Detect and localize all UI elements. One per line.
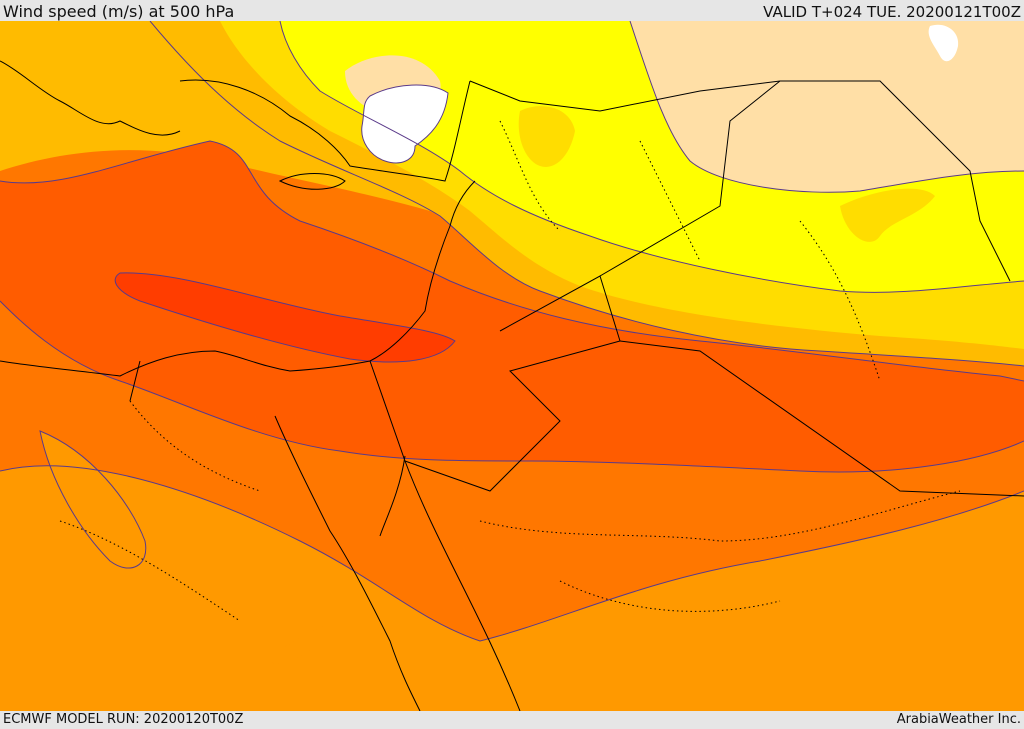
contour-band-red — [0, 141, 1024, 472]
contour-band-west — [40, 431, 146, 569]
border-egypt-libya — [129, 360, 141, 402]
contour-line — [0, 300, 1024, 473]
contour-band-gold-north — [518, 106, 575, 167]
contour-band-beige — [630, 21, 1024, 193]
contour-line — [0, 140, 1024, 382]
coastlines — [0, 60, 521, 711]
contour-line — [39, 430, 147, 569]
coastline-aegean — [0, 60, 181, 136]
contour-band-amber — [150, 21, 1024, 366]
contour-line — [361, 84, 449, 164]
coastline-levant — [369, 180, 476, 362]
admin-boundary — [639, 140, 701, 262]
coastline-cyprus — [278, 173, 346, 190]
border-egypt-sudan — [369, 360, 406, 462]
contour-line — [629, 21, 1024, 193]
admin-boundaries — [59, 120, 961, 622]
contour-line — [279, 21, 1024, 293]
coastline-sinai-east — [379, 455, 406, 537]
map-header: Wind speed (m/s) at 500 hPa VALID T+024 … — [0, 0, 1024, 21]
contour-band-gold-east — [840, 188, 935, 242]
coastline-red-sea-east — [404, 460, 521, 711]
coastline-turkey — [179, 79, 471, 182]
valid-time: VALID T+024 TUE. 20200121T00Z — [763, 3, 1021, 21]
border-turkey-south — [469, 80, 781, 112]
borders — [129, 80, 1024, 497]
admin-boundary — [59, 520, 241, 622]
contour-band-white-ne — [928, 24, 959, 62]
contour-lines — [0, 21, 1024, 642]
admin-boundary — [499, 120, 561, 232]
border-syria-iraq — [599, 80, 781, 277]
border-saudi-iraq — [619, 340, 1024, 497]
admin-boundary — [559, 580, 781, 612]
coastline-red-sea-west — [274, 415, 421, 711]
contour-line — [114, 272, 456, 363]
map-footer: ECMWF MODEL RUN: 20200120T00Z ArabiaWeat… — [0, 711, 1024, 729]
contour-band-south — [0, 465, 1024, 711]
wind-speed-map — [0, 21, 1024, 711]
credit: ArabiaWeather Inc. — [896, 712, 1021, 727]
admin-boundary — [129, 400, 261, 492]
contour-line — [149, 21, 1024, 367]
border-iran-iraq — [780, 80, 1011, 282]
model-run: ECMWF MODEL RUN: 20200120T00Z — [3, 712, 244, 727]
contour-band-white — [361, 85, 448, 163]
contour-band-southwest — [265, 625, 330, 664]
border-saudi-north — [404, 340, 621, 492]
map-title: Wind speed (m/s) at 500 hPa — [3, 2, 235, 21]
admin-boundary — [799, 220, 881, 382]
coastline-north-africa — [0, 350, 371, 377]
contour-band-jet — [115, 272, 456, 362]
contour-line — [0, 465, 1024, 642]
